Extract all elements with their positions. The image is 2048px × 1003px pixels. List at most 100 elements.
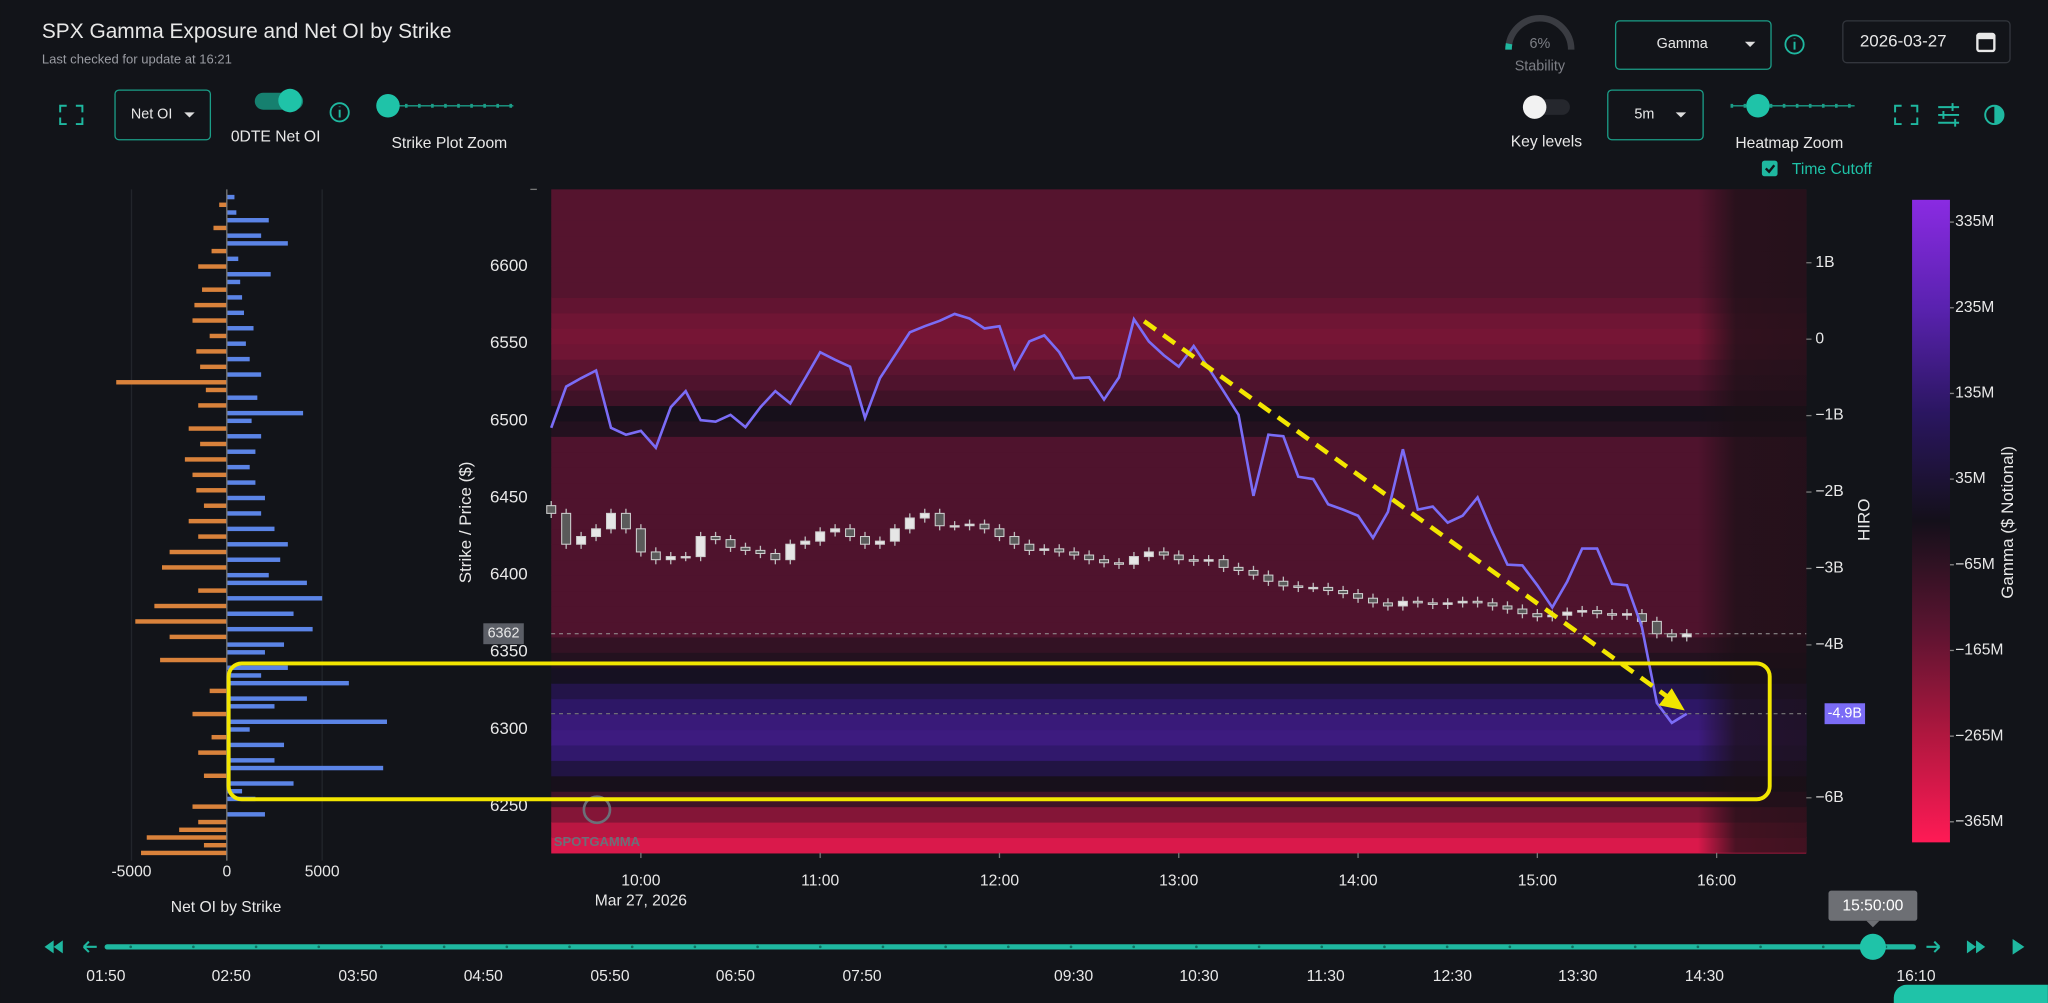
x-tick-label: 15:00 — [1518, 873, 1557, 890]
y-tick-label: 6400 — [490, 565, 528, 584]
timeline-dot — [380, 945, 383, 949]
bar — [226, 395, 258, 400]
fullscreen-icon[interactable] — [1894, 104, 1919, 126]
x-tick-label: 10:00 — [621, 873, 660, 890]
caret — [1744, 41, 1756, 48]
date-value[interactable]: 2026-03-27 — [1860, 31, 1947, 50]
bar — [213, 225, 227, 231]
fullscreen-icon[interactable] — [59, 104, 84, 126]
time-cutoff-checkbox[interactable] — [1761, 160, 1778, 177]
heatmap-cell — [551, 621, 1807, 638]
candle-body — [1054, 548, 1065, 553]
bar — [169, 634, 227, 640]
bar — [226, 696, 307, 701]
candle-body — [830, 528, 841, 533]
candle-body — [1502, 605, 1513, 610]
interval-select-value[interactable]: 5m — [1634, 107, 1654, 123]
bar — [198, 588, 227, 593]
timeline-dot — [129, 945, 133, 949]
interval-select[interactable] — [1607, 89, 1704, 141]
x-tick-label: 12:00 — [980, 873, 1019, 890]
candle-body — [1397, 600, 1408, 607]
bar — [226, 434, 262, 439]
colorbar-tick-label: 35M — [1955, 470, 1985, 487]
candle-body — [1158, 551, 1169, 556]
candle-body — [949, 525, 960, 528]
net-oi-select[interactable] — [114, 89, 212, 141]
heatmap-cell — [551, 328, 1807, 345]
bar — [226, 673, 262, 678]
bar — [226, 449, 256, 454]
settings-icon[interactable] — [1938, 103, 1960, 127]
heatmap-cell — [551, 266, 1807, 283]
y-axis-title: Strike / Price ($) — [456, 462, 475, 584]
heatmap-cell — [551, 837, 1807, 854]
bar — [226, 572, 269, 578]
net-oi-select-value[interactable]: Net OI — [131, 107, 173, 123]
zoom-slider-knob[interactable] — [376, 94, 400, 118]
bar — [184, 457, 227, 462]
x-tick-label: -5000 — [111, 864, 151, 881]
step-forward-button[interactable] — [1926, 940, 1941, 953]
mode-select-value[interactable]: Gamma — [1657, 36, 1708, 52]
heatmap-cell — [551, 590, 1807, 607]
candle-body — [605, 512, 617, 530]
heatmap-slider-knob[interactable] — [1746, 94, 1770, 118]
corner-button[interactable] — [1893, 984, 2048, 1003]
heatmap-cell — [551, 220, 1807, 237]
candle-body — [1188, 559, 1199, 562]
toggle-knob[interactable] — [1522, 95, 1547, 119]
slider-label: Strike Plot Zoom — [392, 135, 508, 152]
heatmap-cell — [551, 374, 1807, 391]
timeline-label: 10:30 — [1179, 968, 1218, 985]
timeline-dot — [1320, 945, 1324, 949]
date-input[interactable] — [1842, 20, 2011, 64]
bar — [226, 218, 269, 223]
candle-body — [979, 523, 990, 530]
timeline-dot — [944, 945, 947, 949]
highlight-box — [226, 661, 1772, 802]
step-back-button[interactable] — [82, 940, 97, 953]
heatmap-cell — [551, 575, 1807, 592]
timeline-label: 02:50 — [212, 968, 251, 985]
gauge-fill — [1505, 43, 1513, 50]
candle-body — [1293, 585, 1304, 588]
timeline-dot — [1759, 945, 1762, 949]
bar — [192, 804, 227, 809]
play-button[interactable] — [2012, 939, 2025, 955]
candle-body — [1338, 589, 1349, 595]
timeline-label: 09:30 — [1054, 968, 1093, 985]
info-icon[interactable] — [329, 102, 350, 123]
y-tick-label: 6300 — [490, 719, 528, 738]
toggle-knob[interactable] — [278, 88, 302, 113]
timeline-dot — [1571, 945, 1574, 949]
heatmap-cell — [551, 235, 1807, 252]
y2-axis-title: HIRO — [1855, 499, 1874, 541]
timeline-label: 01:50 — [86, 968, 125, 985]
candle-body — [1069, 551, 1080, 556]
bar — [226, 295, 243, 300]
timeline-dot — [317, 945, 321, 949]
info-icon[interactable] — [1784, 34, 1805, 55]
bar — [226, 464, 250, 470]
heatmap-cell — [551, 821, 1807, 839]
candle-body — [546, 505, 557, 514]
timeline-label: 14:30 — [1685, 968, 1724, 985]
timeline-knob[interactable] — [1859, 933, 1886, 960]
candle-body — [1367, 597, 1378, 604]
mode-select[interactable] — [1614, 20, 1772, 70]
caret — [184, 112, 195, 118]
candle-body — [755, 549, 766, 555]
x-tick-label: 11:00 — [801, 873, 839, 890]
candle-body — [561, 512, 572, 545]
checkmark — [1764, 164, 1776, 174]
candle-body — [1233, 566, 1244, 571]
timeline-dot — [1069, 945, 1073, 949]
timeline-dot — [693, 945, 697, 949]
bar — [226, 650, 265, 655]
candle-body — [1248, 569, 1259, 576]
heatmap-cell — [551, 698, 1807, 715]
bar — [226, 356, 250, 362]
candle-body — [1143, 551, 1154, 558]
